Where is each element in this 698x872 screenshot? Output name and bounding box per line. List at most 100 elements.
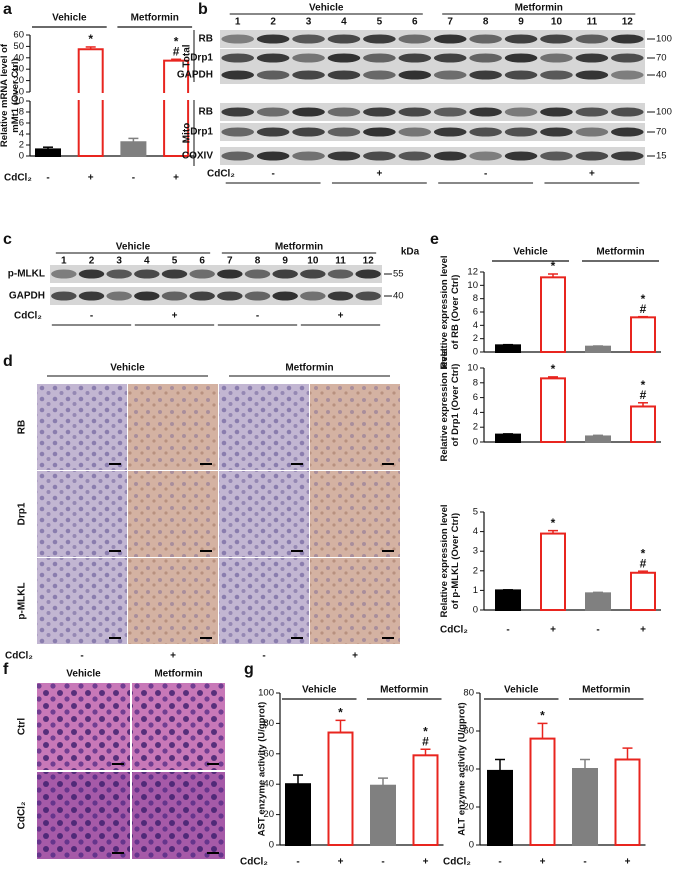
y-tick-label: 1 [473, 585, 478, 596]
error-bar [548, 273, 558, 278]
significance-mark: * [423, 724, 428, 738]
y-tick-label: 0 [469, 840, 474, 851]
treatment-level: + [352, 651, 358, 662]
bar [614, 758, 641, 846]
y-tick-label: 0 [269, 840, 274, 851]
error-bar [638, 402, 648, 407]
lane-number: 1 [61, 256, 67, 267]
blot-band [611, 34, 644, 44]
blot-band [575, 34, 609, 44]
y-tick-label: 20 [463, 802, 474, 813]
blot-band [292, 53, 325, 63]
blot-band [256, 70, 290, 80]
blot-band [256, 107, 290, 117]
x-tick-label: + [88, 173, 94, 184]
significance-mark: * [641, 546, 646, 560]
treatment-level: + [338, 311, 344, 322]
blot-band [327, 70, 361, 80]
blot-band [292, 107, 325, 117]
blot-band [540, 70, 573, 80]
blot-band [327, 127, 361, 137]
lane-number: 1 [235, 17, 241, 28]
blot-band [611, 53, 644, 63]
blot-band [575, 70, 609, 80]
lane-number: 4 [341, 17, 347, 28]
significance-mark: # [640, 302, 647, 316]
tissue-texture [128, 384, 218, 470]
treatment-level: + [170, 651, 176, 662]
blot-strip [220, 66, 645, 84]
tissue-texture [132, 772, 225, 859]
blot-band [78, 291, 105, 301]
y-tick-label: 80 [263, 718, 274, 729]
blot-band [540, 34, 573, 44]
group-label: Vehicle [504, 685, 539, 696]
lane-number: 8 [255, 256, 261, 267]
y-tick-label: 50 [13, 41, 24, 52]
row-label: GAPDH [177, 70, 213, 81]
blot-band [363, 70, 396, 80]
tissue-texture [128, 558, 218, 644]
error-bar [503, 589, 513, 591]
blot-strip [50, 287, 382, 305]
row-label: RB [17, 420, 28, 434]
x-tick-label: + [540, 857, 546, 868]
bar [540, 377, 566, 443]
tissue-texture [219, 384, 309, 470]
blot-band [433, 70, 467, 80]
error-bar [420, 748, 431, 756]
significance-mark: * [551, 259, 556, 273]
error-bar [622, 747, 633, 760]
y-tick-label: 3 [473, 546, 478, 557]
tissue-texture [128, 471, 218, 557]
treatment-level: - [256, 311, 259, 322]
bar [327, 731, 354, 847]
group-label: Metformin [131, 13, 179, 24]
y-axis-label: of RB (Over Ctrl) [450, 275, 461, 350]
y-tick-label: 4 [19, 129, 24, 140]
error-bar [495, 758, 505, 771]
x-tick-label: - [46, 173, 49, 184]
blot-band [363, 34, 396, 44]
blot-band [469, 34, 502, 44]
x-tick-label: - [583, 857, 586, 868]
lane-number: 9 [518, 17, 524, 28]
x-axis-label: CdCl₂ [443, 857, 471, 868]
row-label: COXIV [182, 151, 213, 162]
x-tick-label: + [338, 857, 344, 868]
lane-number: 6 [199, 256, 205, 267]
group-label: Vehicle [513, 247, 548, 258]
lane-number: 5 [172, 256, 178, 267]
error-bar [638, 570, 648, 573]
bar [540, 276, 566, 354]
blot-band [161, 269, 188, 279]
y-tick-label: 80 [463, 688, 474, 699]
blot-band [355, 269, 381, 279]
bar [487, 769, 513, 847]
x-tick-label: - [132, 173, 135, 184]
y-tick-label: 2 [19, 140, 24, 151]
y-axis-label: Relative mRNA level of [0, 43, 10, 147]
lane-number: 7 [447, 17, 453, 28]
treatment-level: + [589, 169, 595, 180]
x-tick-label: - [506, 625, 509, 636]
y-tick-label: 2 [473, 333, 478, 344]
blot-band [51, 269, 77, 279]
blot-band [221, 53, 254, 63]
blot-band [540, 107, 573, 117]
blot-band [398, 107, 432, 117]
y-axis-label: Relative expression level [439, 504, 450, 617]
lane-number: 12 [622, 17, 634, 28]
blot-band [134, 291, 160, 301]
blot-band [504, 151, 538, 161]
group-label: Metformin [582, 685, 630, 696]
blot-band [292, 34, 325, 44]
group-label: Vehicle [302, 685, 337, 696]
error-bar [580, 758, 590, 769]
blot-band [433, 127, 467, 137]
x-axis-label: CdCl₂ [440, 625, 468, 636]
treatment-level: - [90, 311, 93, 322]
lane-number: 4 [144, 256, 150, 267]
y-tick-label: 10 [13, 87, 24, 98]
treatment-level: - [80, 651, 83, 662]
